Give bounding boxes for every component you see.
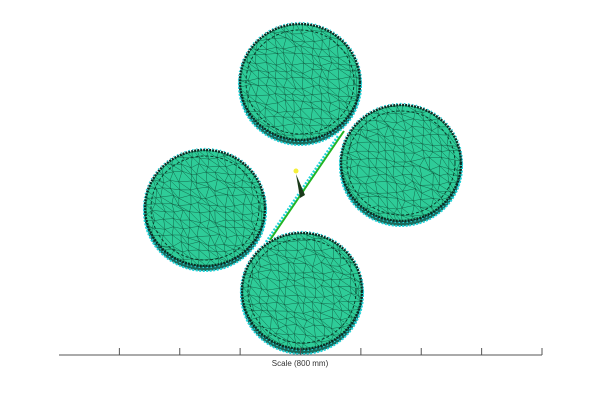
link-element-green[interactable] bbox=[269, 130, 345, 241]
scale-bar bbox=[59, 348, 543, 356]
arrow-icon bbox=[296, 174, 305, 198]
disc-right[interactable] bbox=[338, 102, 469, 227]
scale-label: Scale (800 mm) bbox=[271, 359, 329, 368]
node-marker[interactable] bbox=[293, 168, 299, 174]
disc-left[interactable] bbox=[142, 147, 273, 272]
disc-bottom[interactable] bbox=[239, 230, 371, 355]
disc-top[interactable] bbox=[237, 21, 369, 146]
